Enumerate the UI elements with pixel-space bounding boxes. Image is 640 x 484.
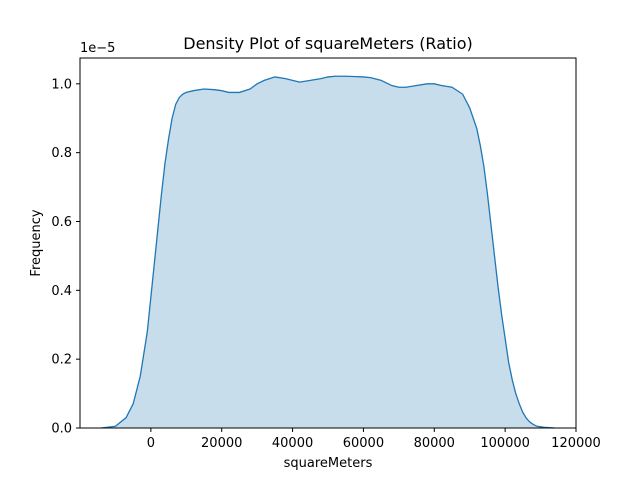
x-tick-label: 0 xyxy=(147,436,155,451)
y-axis-label: Frequency xyxy=(29,209,44,276)
x-tick-label: 20000 xyxy=(201,436,242,451)
y-axis-ticks: 0.0 0.2 0.4 0.6 0.8 1.0 xyxy=(51,77,80,437)
density-area-fill xyxy=(101,76,555,429)
x-axis-ticks: 0 20000 40000 60000 80000 100000 120000 xyxy=(147,428,601,451)
x-axis-label: squareMeters xyxy=(284,456,373,471)
x-tick-label: 80000 xyxy=(414,436,455,451)
chart-title: Density Plot of squareMeters (Ratio) xyxy=(183,34,473,53)
x-tick-label: 40000 xyxy=(272,436,313,451)
axes-frame xyxy=(79,57,577,429)
x-tick-label: 100000 xyxy=(480,436,530,451)
y-tick-label: 1.0 xyxy=(51,77,72,92)
y-axis-offset-label: 1e−5 xyxy=(80,41,115,56)
x-tick-label: 120000 xyxy=(551,436,601,451)
density-line xyxy=(101,75,555,429)
x-tick-label: 60000 xyxy=(343,436,384,451)
y-tick-label: 0.8 xyxy=(51,146,72,161)
plot-area xyxy=(101,75,555,429)
y-tick-label: 0.4 xyxy=(51,284,72,299)
y-tick-label: 0.2 xyxy=(51,353,72,368)
y-tick-label: 0.6 xyxy=(51,215,72,230)
y-tick-label: 0.0 xyxy=(51,422,72,437)
